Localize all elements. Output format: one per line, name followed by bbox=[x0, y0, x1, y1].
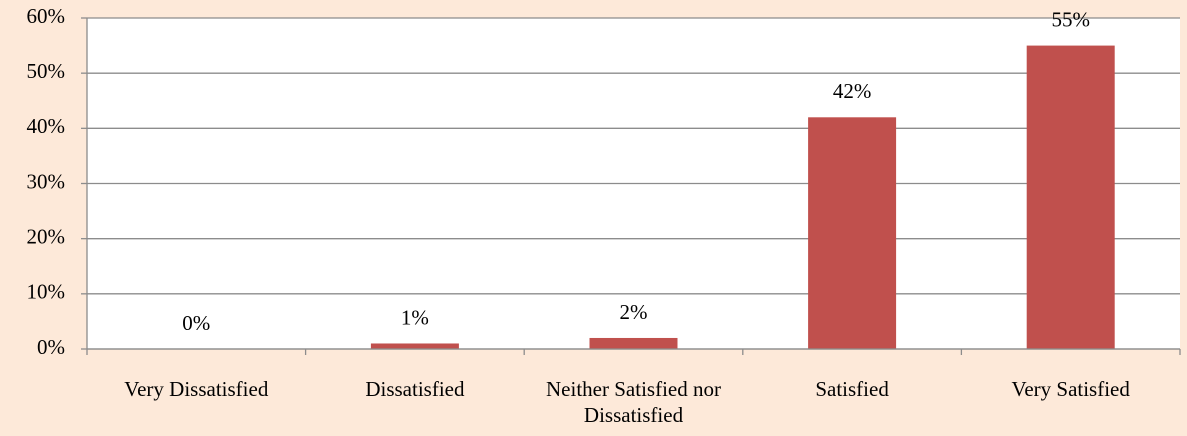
bar bbox=[589, 337, 678, 349]
x-tick-label: Very Dissatisfied bbox=[124, 377, 269, 401]
data-label: 42% bbox=[833, 79, 872, 103]
y-tick-label: 30% bbox=[27, 169, 66, 193]
data-label: 1% bbox=[401, 305, 429, 329]
y-tick-label: 60% bbox=[27, 4, 66, 28]
bar bbox=[1026, 45, 1115, 349]
bar bbox=[370, 343, 459, 349]
data-label: 55% bbox=[1051, 7, 1090, 31]
x-tick-label: Satisfied bbox=[815, 377, 889, 401]
x-tick-label: Neither Satisfied nor Dissatisfied bbox=[546, 377, 721, 427]
data-label: 2% bbox=[620, 300, 648, 324]
x-tick-label: Dissatisfied bbox=[365, 377, 465, 401]
x-tick-label: Very Satisfied bbox=[1011, 377, 1130, 401]
y-tick-label: 50% bbox=[27, 59, 66, 83]
y-tick-label: 20% bbox=[27, 224, 66, 248]
bar bbox=[808, 117, 897, 349]
y-tick-label: 0% bbox=[37, 335, 65, 359]
data-label: 0% bbox=[182, 311, 210, 335]
y-tick-label: 10% bbox=[27, 280, 66, 304]
y-tick-label: 40% bbox=[27, 114, 66, 138]
